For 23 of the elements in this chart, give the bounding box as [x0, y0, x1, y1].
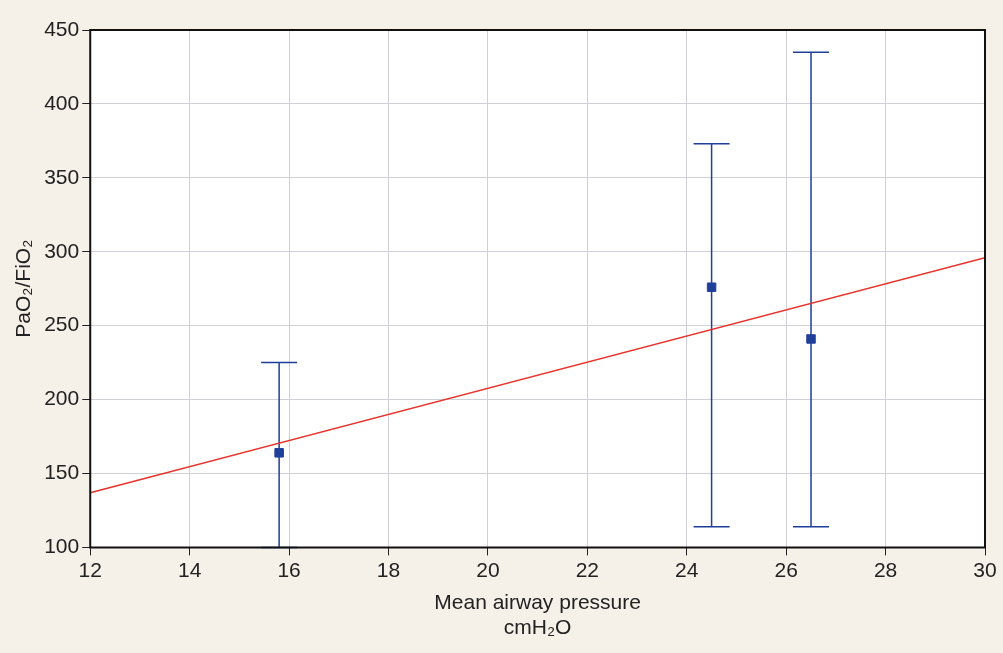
y-tick-label: 450	[44, 16, 80, 40]
y-tick-label: 400	[44, 90, 80, 114]
x-tick-label: 16	[277, 557, 301, 581]
y-tick-label: 200	[44, 386, 80, 410]
x-tick-label: 20	[476, 557, 500, 581]
y-tick-label: 150	[44, 460, 80, 484]
x-axis-title: Mean airway pressure cmH₂O	[434, 590, 641, 639]
x-tick-label: 30	[973, 557, 997, 581]
y-axis-title: PaO₂/FiO₂	[11, 239, 35, 338]
y-tick-label: 350	[44, 164, 80, 188]
point	[274, 448, 284, 458]
x-tick-label: 14	[177, 557, 202, 581]
y-tick-label: 300	[44, 238, 80, 262]
x-tick-label: 28	[873, 557, 898, 581]
x-tick-label: 12	[78, 557, 102, 581]
x-tick-label: 22	[575, 557, 600, 581]
x-tick-label: 24	[675, 557, 699, 581]
x-tick-label: 26	[774, 557, 798, 581]
point	[806, 334, 816, 344]
y-tick-label: 250	[44, 312, 80, 336]
y-tick-label: 100	[44, 534, 80, 558]
point	[706, 282, 717, 292]
x-tick-label: 18	[376, 557, 401, 581]
